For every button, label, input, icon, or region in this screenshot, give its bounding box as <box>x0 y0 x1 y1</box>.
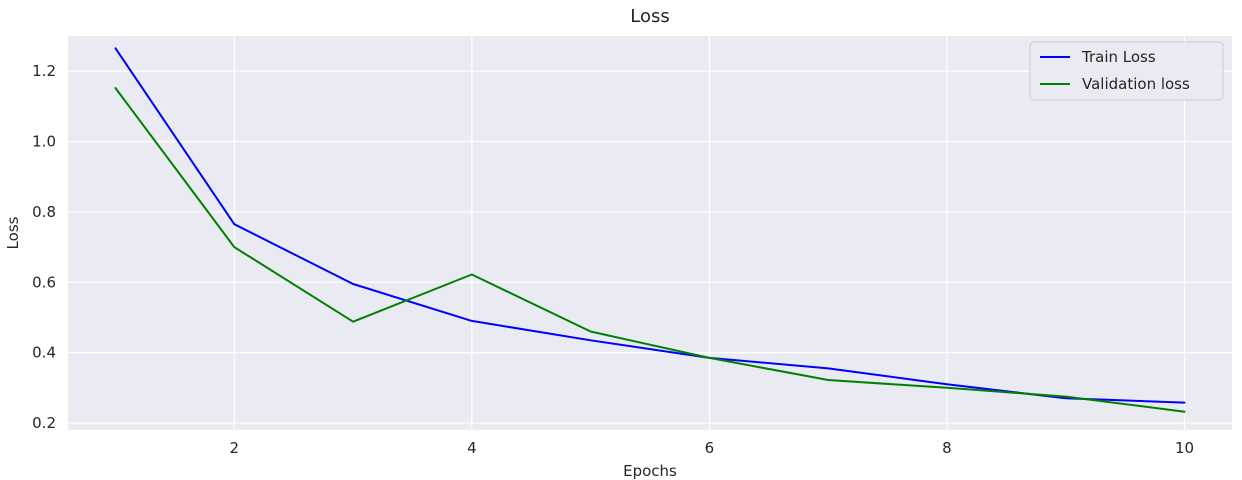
x-tick-label: 4 <box>467 439 477 457</box>
series-lines <box>114 47 1186 413</box>
tick-labels: 2 4 6 8 10 0.2 0.4 0.6 0.8 1.0 1.2 <box>32 62 1194 457</box>
x-tick-label: 10 <box>1175 439 1194 457</box>
y-tick-label: 1.0 <box>32 133 56 151</box>
legend-label: Validation loss <box>1082 75 1190 93</box>
x-tick-label: 2 <box>230 439 240 457</box>
y-tick-label: 0.6 <box>32 273 56 291</box>
chart-title: Loss <box>630 6 669 27</box>
y-tick-label: 0.4 <box>32 344 56 362</box>
legend: Train Loss Validation loss <box>1029 41 1224 101</box>
plot-background <box>68 36 1232 430</box>
y-tick-label: 1.2 <box>32 62 56 80</box>
y-tick-label: 0.2 <box>32 414 56 432</box>
x-tick-label: 6 <box>705 439 715 457</box>
x-tick-label: 8 <box>942 439 952 457</box>
legend-box <box>1029 41 1224 101</box>
legend-label: Train Loss <box>1081 48 1156 66</box>
y-tick-label: 0.8 <box>32 203 56 221</box>
series-line-2 <box>114 87 1186 413</box>
x-axis-label: Epochs <box>623 462 677 480</box>
y-axis-label: Loss <box>4 216 22 249</box>
